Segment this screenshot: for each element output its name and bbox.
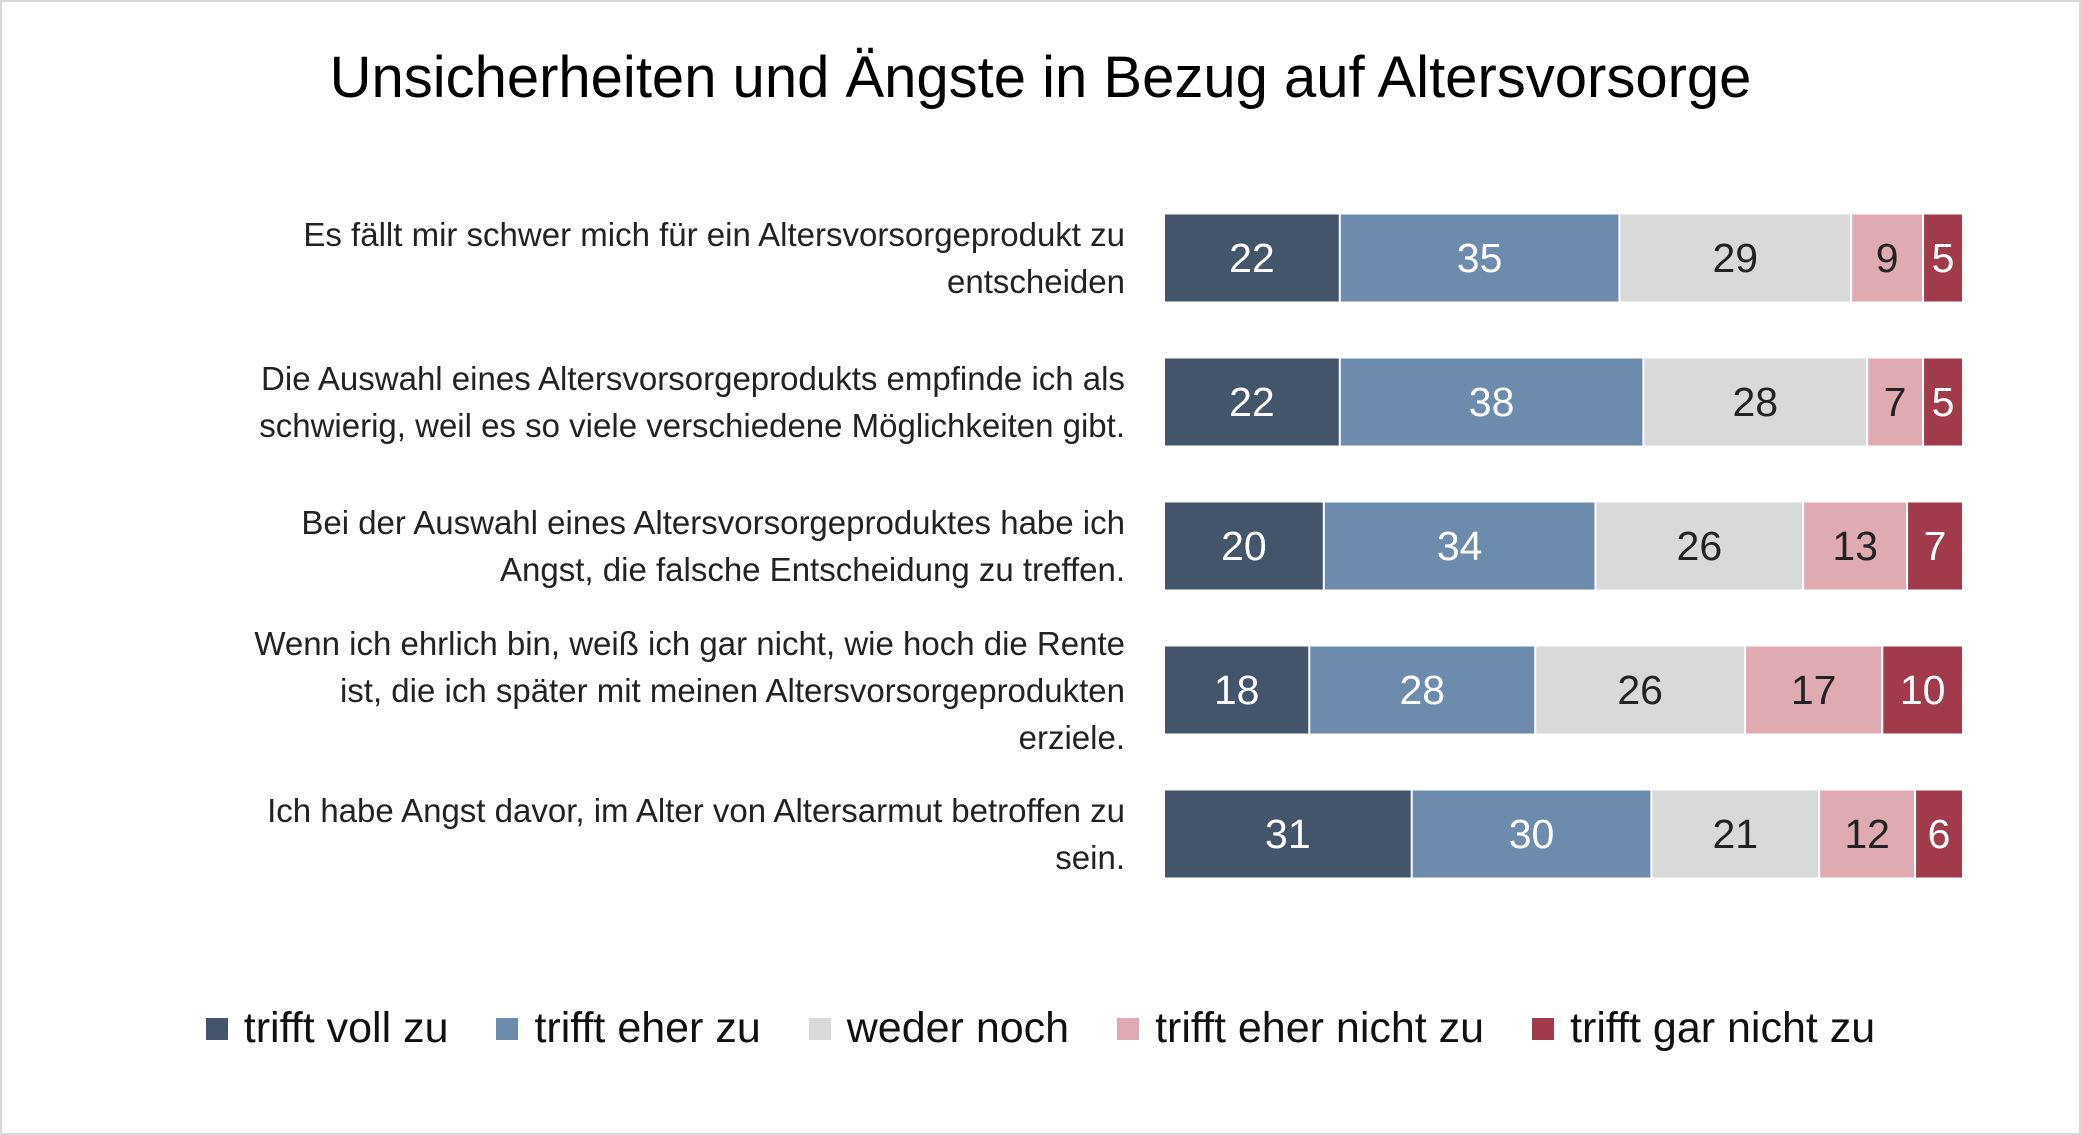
legend-label: trifft gar nicht zu — [1570, 1004, 1876, 1052]
legend-swatch — [1117, 1017, 1140, 1040]
category-label-line: entscheiden — [947, 263, 1125, 300]
bar-segment — [1165, 358, 1339, 446]
category-label-line: Ich habe Angst davor, im Alter von Alter… — [267, 792, 1125, 829]
data-label: 7 — [1884, 379, 1907, 425]
legend-item: trifft gar nicht zu — [1532, 1004, 1875, 1053]
data-label: 7 — [1924, 523, 1947, 569]
data-label: 20 — [1221, 523, 1267, 569]
bar-segment — [1620, 214, 1851, 302]
bar-segment — [1340, 358, 1643, 446]
category-label-line: Es fällt mir schwer mich für ein Altersv… — [303, 216, 1125, 253]
legend-swatch — [1532, 1017, 1555, 1040]
bar-segment — [1820, 790, 1915, 878]
legend-swatch — [496, 1017, 519, 1040]
bar-segment — [1310, 646, 1535, 734]
category-label-line: Die Auswahl eines Altersvorsorgeprodukts… — [261, 360, 1125, 397]
legend-swatch — [808, 1017, 831, 1040]
bar-segment — [1412, 790, 1651, 878]
bar-segment — [1340, 214, 1619, 302]
legend-item: weder noch — [808, 1004, 1070, 1053]
bar-segment — [1165, 790, 1411, 878]
data-label: 26 — [1677, 523, 1723, 569]
bar-segment — [1536, 646, 1745, 734]
data-label: 29 — [1712, 235, 1758, 281]
category-label: Es fällt mir schwer mich für ein Altersv… — [100, 211, 1125, 305]
category-label-line: schwierig, weil es so viele verschiedene… — [259, 407, 1125, 444]
data-label: 35 — [1457, 235, 1503, 281]
category-label-line: sein. — [1055, 839, 1125, 876]
category-label: Die Auswahl eines Altersvorsorgeprodukts… — [100, 355, 1125, 449]
category-label-line: ist, die ich später mit meinen Altersvor… — [339, 671, 1125, 709]
data-label: 38 — [1469, 379, 1515, 425]
category-label: Ich habe Angst davor, im Alter von Alter… — [100, 787, 1125, 881]
data-label: 18 — [1214, 667, 1260, 713]
bar-segment — [1596, 502, 1803, 590]
chart-title: Unsicherheiten und Ängste in Bezug auf A… — [329, 45, 1752, 110]
data-label: 10 — [1900, 667, 1946, 713]
category-label: Bei der Auswahl eines Altersvorsorgeprod… — [100, 499, 1125, 593]
data-label: 28 — [1399, 667, 1445, 713]
bar-segment — [1165, 214, 1339, 302]
bar-segment — [1652, 790, 1819, 878]
bar-segment — [1924, 358, 1962, 446]
bar-segment — [1924, 214, 1962, 302]
bar-segment — [1746, 646, 1882, 734]
data-label: 21 — [1712, 811, 1758, 857]
bar-segment — [1883, 646, 1962, 734]
category-label: Wenn ich ehrlich bin, weiß ich gar nicht… — [100, 620, 1125, 761]
legend-label: trifft eher nicht zu — [1155, 1004, 1485, 1052]
data-label: 34 — [1437, 523, 1483, 569]
data-label: 31 — [1265, 811, 1311, 857]
data-label: 26 — [1617, 667, 1663, 713]
legend-item: trifft eher nicht zu — [1117, 1004, 1484, 1053]
legend-swatch — [205, 1017, 228, 1040]
category-label-line: Wenn ich ehrlich bin, weiß ich gar nicht… — [254, 624, 1125, 662]
data-label: 28 — [1732, 379, 1778, 425]
bar-segment — [1908, 502, 1962, 590]
data-label: 12 — [1844, 811, 1890, 857]
data-label: 6 — [1928, 811, 1951, 857]
data-label: 22 — [1229, 235, 1275, 281]
bar-segment — [1644, 358, 1867, 446]
category-label-line: Bei der Auswahl eines Altersvorsorgeprod… — [301, 504, 1125, 541]
legend-item: trifft voll zu — [205, 1004, 449, 1053]
category-label-line: erziele. — [1018, 718, 1125, 756]
bar-segment — [1165, 502, 1323, 590]
data-label: 17 — [1791, 667, 1837, 713]
legend: trifft voll zu trifft eher zu weder noch tr… — [0, 1004, 2081, 1053]
bar-segment — [1324, 502, 1595, 590]
bar-segment — [1165, 646, 1309, 734]
bar-segment — [1916, 790, 1962, 878]
data-label: 13 — [1832, 523, 1878, 569]
category-label-line: Angst, die falsche Entscheidung zu treff… — [500, 551, 1125, 588]
data-label: 30 — [1509, 811, 1555, 857]
data-label: 22 — [1229, 379, 1275, 425]
legend-label: trifft voll zu — [243, 1004, 449, 1052]
legend-item: trifft eher zu — [496, 1004, 761, 1053]
bar-segment — [1804, 502, 1907, 590]
bar-segment — [1852, 214, 1923, 302]
data-label: 5 — [1932, 235, 1955, 281]
legend-label: trifft eher zu — [534, 1004, 761, 1052]
legend-label: weder noch — [846, 1004, 1070, 1052]
data-label: 5 — [1932, 379, 1955, 425]
bar-segment — [1868, 358, 1923, 446]
data-label: 9 — [1876, 235, 1899, 281]
